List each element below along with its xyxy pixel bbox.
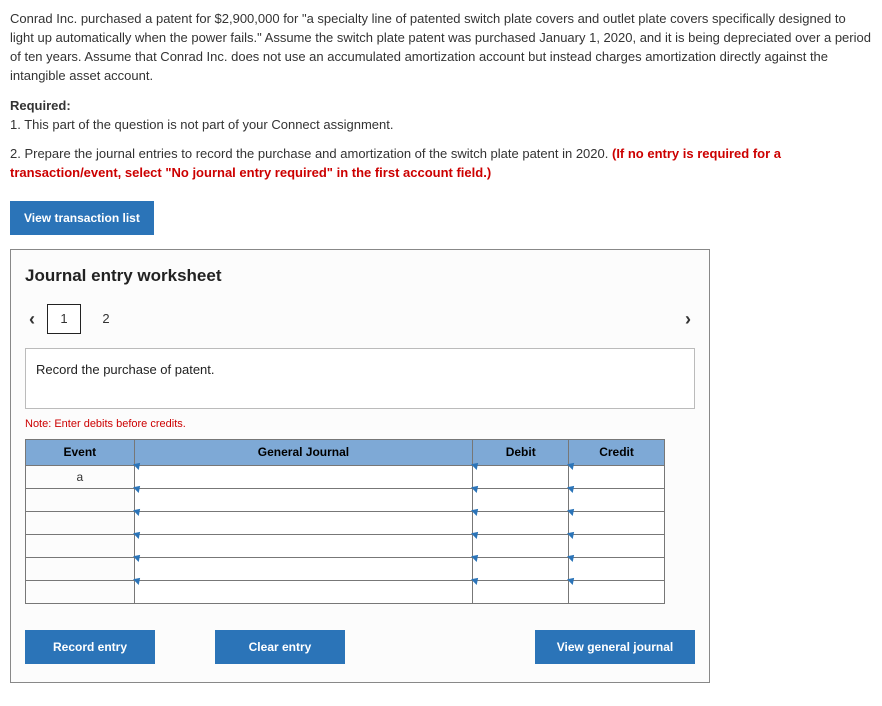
journal-worksheet-panel: Journal entry worksheet ‹ 1 2 › Record t… xyxy=(10,249,710,684)
prev-chevron-icon[interactable]: ‹ xyxy=(25,300,39,338)
view-general-journal-button[interactable]: View general journal xyxy=(535,630,695,664)
event-cell xyxy=(26,489,135,512)
event-cell xyxy=(26,535,135,558)
journal-entry-table: Event General Journal Debit Credit a xyxy=(25,439,665,604)
general-journal-cell[interactable] xyxy=(134,489,473,512)
debit-cell[interactable] xyxy=(473,489,569,512)
col-header-debit: Debit xyxy=(473,440,569,466)
event-cell xyxy=(26,512,135,535)
credit-cell[interactable] xyxy=(569,535,665,558)
record-entry-button[interactable]: Record entry xyxy=(25,630,155,664)
credit-cell[interactable] xyxy=(569,466,665,489)
tab-bar: ‹ 1 2 › xyxy=(25,300,695,338)
tab-2[interactable]: 2 xyxy=(89,304,123,334)
worksheet-button-row: Record entry Clear entry View general jo… xyxy=(25,630,695,664)
general-journal-cell[interactable] xyxy=(134,512,473,535)
debit-cell[interactable] xyxy=(473,558,569,581)
col-header-event: Event xyxy=(26,440,135,466)
general-journal-cell[interactable] xyxy=(134,535,473,558)
note-debits-before-credits: Note: Enter debits before credits. xyxy=(25,417,695,433)
debit-cell[interactable] xyxy=(473,581,569,604)
event-cell: a xyxy=(26,466,135,489)
event-cell xyxy=(26,558,135,581)
required-label: Required: xyxy=(10,98,71,113)
debit-cell[interactable] xyxy=(473,466,569,489)
debit-cell[interactable] xyxy=(473,512,569,535)
required-item-2: 2. Prepare the journal entries to record… xyxy=(10,145,872,183)
next-chevron-icon[interactable]: › xyxy=(681,300,695,338)
debit-cell[interactable] xyxy=(473,535,569,558)
table-row xyxy=(26,581,665,604)
clear-entry-button[interactable]: Clear entry xyxy=(215,630,345,664)
general-journal-cell[interactable] xyxy=(134,466,473,489)
credit-cell[interactable] xyxy=(569,558,665,581)
general-journal-cell[interactable] xyxy=(134,558,473,581)
problem-paragraph: Conrad Inc. purchased a patent for $2,90… xyxy=(10,10,872,85)
view-transaction-list-button[interactable]: View transaction list xyxy=(10,201,154,235)
general-journal-cell[interactable] xyxy=(134,581,473,604)
worksheet-title: Journal entry worksheet xyxy=(25,264,695,289)
credit-cell[interactable] xyxy=(569,512,665,535)
col-header-general-journal: General Journal xyxy=(134,440,473,466)
event-cell xyxy=(26,581,135,604)
credit-cell[interactable] xyxy=(569,489,665,512)
credit-cell[interactable] xyxy=(569,581,665,604)
req2-text: 2. Prepare the journal entries to record… xyxy=(10,146,612,161)
col-header-credit: Credit xyxy=(569,440,665,466)
entry-instruction: Record the purchase of patent. xyxy=(25,348,695,409)
tab-1[interactable]: 1 xyxy=(47,304,81,334)
required-block: Required: 1. This part of the question i… xyxy=(10,97,872,135)
required-item-1: 1. This part of the question is not part… xyxy=(10,117,393,132)
